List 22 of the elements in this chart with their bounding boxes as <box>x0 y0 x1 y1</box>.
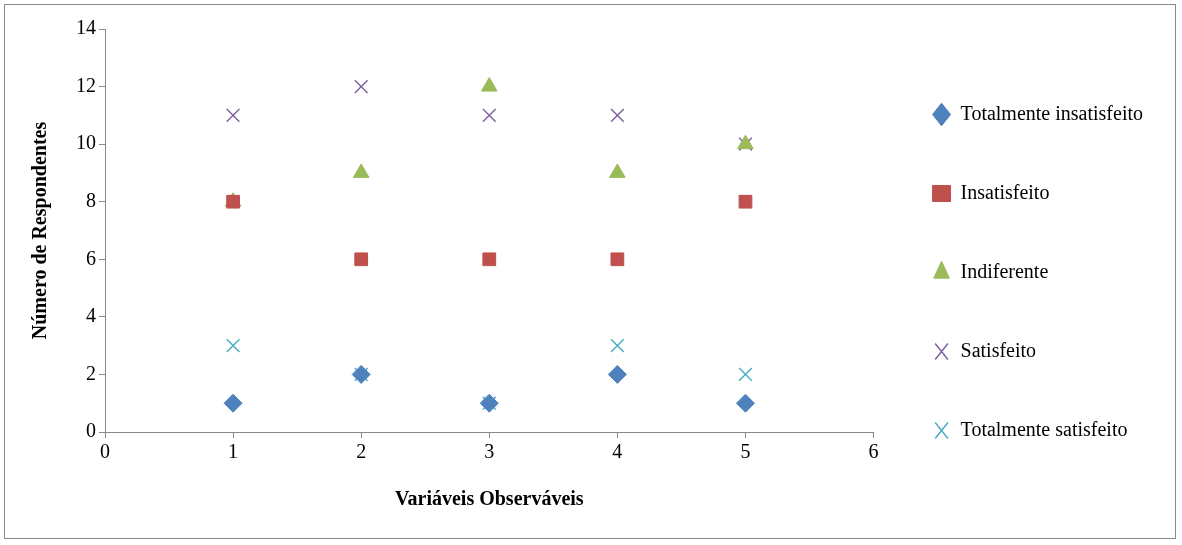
x-tick-label: 6 <box>868 440 879 463</box>
x-tick-label: 5 <box>740 440 751 463</box>
y-tick-label: 4 <box>86 304 96 327</box>
y-axis-title: Número de Respondentes <box>28 121 52 340</box>
legend-label: Satisfeito <box>960 338 1037 361</box>
legend-label: Indiferente <box>960 259 1049 282</box>
y-tick-label: 0 <box>86 419 96 442</box>
x-tick-label: 1 <box>228 440 239 463</box>
y-tick-label: 2 <box>86 361 96 384</box>
y-tick-label: 14 <box>76 16 96 39</box>
x-tick-label: 4 <box>612 440 623 463</box>
x-tick-label: 3 <box>484 440 495 463</box>
x-tick-label: 2 <box>356 440 367 463</box>
y-tick-label: 8 <box>86 188 96 211</box>
y-tick-label: 10 <box>76 131 96 154</box>
legend-label: Insatisfeito <box>960 180 1050 203</box>
legend-label: Totalmente insatisfeito <box>960 101 1144 124</box>
legend-label: Totalmente satisfeito <box>960 417 1128 440</box>
x-tick-label: 0 <box>100 440 110 463</box>
x-axis-title: Variáveis Observáveis <box>394 487 584 510</box>
y-tick-label: 12 <box>76 73 96 96</box>
y-tick-label: 6 <box>86 246 96 269</box>
